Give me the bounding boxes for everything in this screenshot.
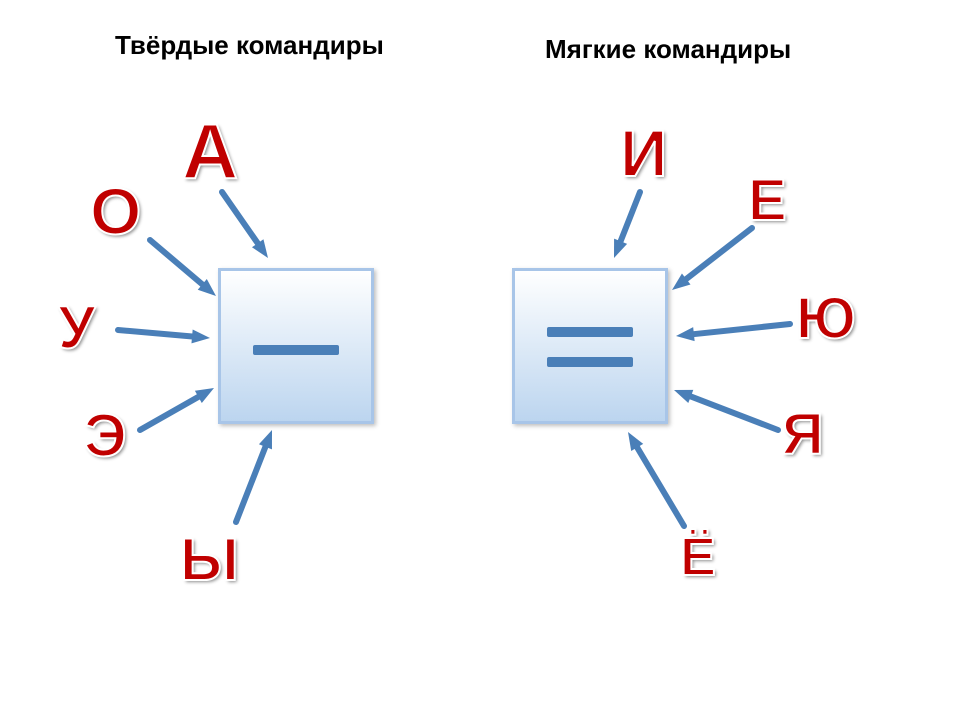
letter-ya: Я bbox=[782, 406, 824, 464]
arrow-ya-shaft bbox=[689, 396, 778, 430]
letter-a: А bbox=[182, 112, 238, 190]
arrow-a-shaft bbox=[222, 192, 259, 245]
letter-o: О bbox=[90, 178, 141, 244]
arrow-o-shaft bbox=[150, 240, 204, 286]
arrow-yu-head bbox=[676, 327, 695, 341]
letter-yo: Ё bbox=[680, 530, 716, 584]
arrow-yu-shaft bbox=[692, 324, 790, 334]
box-hard-bar bbox=[253, 345, 339, 355]
letter-yu: Ю bbox=[796, 290, 856, 348]
box-soft-bar bbox=[547, 327, 633, 337]
letter-u: У bbox=[58, 298, 95, 358]
diagram-stage: { "canvas": { "w": 960, "h": 720, "bg": … bbox=[0, 0, 960, 720]
letter-eh: Э bbox=[84, 406, 127, 466]
arrow-yo-shaft bbox=[636, 446, 684, 526]
arrow-y-shaft bbox=[236, 445, 266, 522]
arrow-e-head bbox=[672, 273, 691, 290]
arrow-eh-head bbox=[195, 388, 214, 403]
arrow-a-head bbox=[252, 239, 268, 258]
box-soft-bar bbox=[547, 357, 633, 367]
letter-y: Ы bbox=[180, 530, 239, 590]
arrow-i-head bbox=[614, 239, 627, 258]
arrow-i-shaft bbox=[620, 192, 640, 243]
box-soft bbox=[512, 268, 668, 424]
arrow-o-head bbox=[198, 279, 216, 296]
arrow-u-shaft bbox=[118, 330, 194, 337]
letter-e: Е bbox=[748, 172, 787, 230]
heading-hard: Твёрдые командиры bbox=[115, 30, 384, 61]
arrow-e-shaft bbox=[685, 228, 752, 280]
arrows-layer bbox=[0, 0, 960, 720]
heading-soft: Мягкие командиры bbox=[545, 34, 791, 65]
letter-i: И bbox=[620, 120, 667, 186]
box-hard bbox=[218, 268, 374, 424]
arrow-ya-head bbox=[674, 390, 693, 403]
arrow-y-head bbox=[259, 430, 272, 449]
arrow-yo-head bbox=[628, 432, 643, 451]
arrow-eh-shaft bbox=[140, 396, 200, 430]
arrow-u-head bbox=[191, 329, 210, 343]
